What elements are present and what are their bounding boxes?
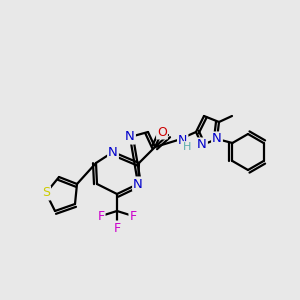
Text: N: N [125, 130, 135, 143]
Text: F: F [98, 209, 105, 223]
Text: N: N [197, 139, 207, 152]
Text: F: F [129, 209, 137, 223]
Text: S: S [42, 187, 50, 200]
Text: N: N [108, 146, 118, 158]
Text: O: O [157, 125, 167, 139]
Text: N: N [133, 178, 143, 190]
Text: N: N [212, 133, 222, 146]
Text: N: N [178, 134, 188, 146]
Text: H: H [183, 142, 191, 152]
Text: F: F [113, 221, 121, 235]
